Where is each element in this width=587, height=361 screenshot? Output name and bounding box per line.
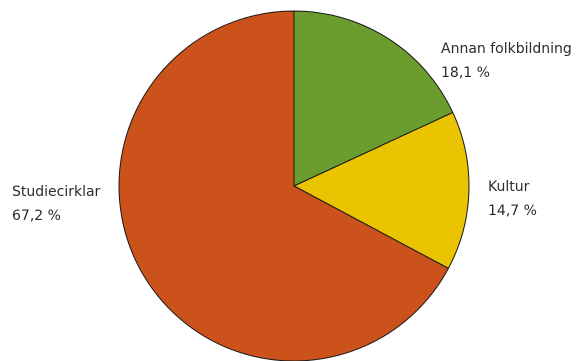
slice-value-annan-folkbildning: 18,1 % [441,65,490,81]
slice-label-annan-folkbildning: Annan folkbildning [441,41,572,57]
slice-value-studiecirklar: 67,2 % [12,208,61,224]
pie-slice-annan-folkbildning [293,10,454,187]
pie-slice-kultur [293,111,470,269]
slice-label-studiecirklar: Studiecirklar [12,184,101,200]
slice-label-kultur: Kultur [488,179,530,195]
pie-slice-studiecirklar [118,10,449,361]
pie-slices [118,10,470,361]
slice-value-kultur: 14,7 % [488,203,537,219]
